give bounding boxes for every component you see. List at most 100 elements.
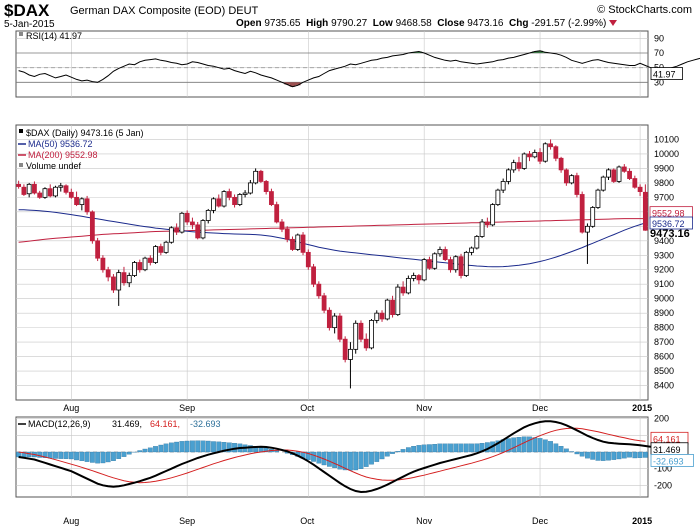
- candle-body: [200, 220, 206, 239]
- stockcharts-logo[interactable]: © StockCharts.com: [597, 4, 692, 16]
- hist-value-label-box: [650, 454, 694, 467]
- price-panel: [15, 124, 649, 401]
- macd-hist-bar: [595, 451, 601, 461]
- macd-hist-bar: [442, 443, 448, 453]
- legend-swatch: [19, 129, 23, 133]
- hist-value-label: -32.693: [653, 456, 684, 466]
- candle-body: [74, 196, 79, 206]
- macd-hist-bar: [506, 438, 511, 453]
- candle-body: [532, 152, 538, 158]
- candle-body: [232, 196, 237, 206]
- candle-body: [363, 338, 369, 349]
- candle-body: [311, 266, 316, 285]
- candle-body: [458, 256, 464, 276]
- macd-hist-bar: [200, 440, 206, 453]
- candle-body: [500, 181, 506, 191]
- candle-body: [563, 169, 569, 184]
- macd-hist-bar: [190, 440, 195, 453]
- candle-body: [300, 234, 306, 253]
- price-y-tick: 9200: [654, 265, 674, 275]
- candle-body: [553, 146, 559, 159]
- price-legend: $DAX (Daily) 9473.16 (5 Jan): [26, 128, 144, 138]
- low-value: 9468.58: [395, 18, 432, 29]
- macd-hist-bar: [79, 451, 85, 461]
- candle-body: [116, 272, 122, 291]
- candle-body: [26, 183, 32, 195]
- x-tick-label: Sep: [179, 516, 195, 526]
- rsi-value-label: 41.97: [653, 70, 676, 80]
- ma200-line: [18, 218, 646, 243]
- x-tick-label: Oct: [300, 403, 315, 413]
- macd-hist-bar: [247, 445, 253, 453]
- candle-body: [321, 295, 327, 311]
- macd-hist-bar: [89, 451, 95, 463]
- candle-body: [89, 211, 95, 242]
- candle-body: [247, 182, 253, 194]
- price-y-tick: 9100: [654, 279, 674, 289]
- candle-body: [263, 181, 269, 192]
- macd-hist-bar: [195, 440, 201, 453]
- candle-body: [226, 191, 232, 198]
- candle-body: [542, 143, 548, 162]
- signal-legend-value: 64.161,: [150, 419, 180, 429]
- macd-hist-bar: [390, 451, 395, 454]
- macd-hist-bar: [63, 451, 69, 459]
- down-arrow-icon: [609, 20, 618, 27]
- macd-legend: MACD(12,26,9): [28, 419, 91, 429]
- macd-hist-bar: [416, 445, 422, 453]
- candle-body: [284, 228, 290, 240]
- candle-body: [211, 198, 216, 211]
- candle-body: [37, 192, 43, 198]
- macd-hist-bar: [463, 443, 469, 453]
- macd-hist-bar: [453, 443, 459, 453]
- macd-hist-bar: [84, 451, 90, 462]
- macd-hist-bar: [68, 451, 74, 460]
- macd-hist-bar: [537, 438, 543, 453]
- candle-body: [527, 153, 532, 158]
- macd-hist-bar: [332, 451, 338, 468]
- candle-body: [58, 185, 64, 188]
- macd-hist-bar: [337, 451, 343, 470]
- price-y-tick: 9800: [654, 178, 674, 188]
- macd-hist-bar: [458, 443, 464, 453]
- ma200-value-label: 9552.98: [652, 209, 685, 219]
- macd-hist-bar: [574, 451, 580, 455]
- close-label: Close: [437, 18, 465, 29]
- candle-body: [47, 188, 53, 197]
- candle-body: [521, 153, 527, 169]
- candle-body: [163, 241, 169, 253]
- macd-hist-bar: [53, 451, 58, 459]
- quote-line: Open 9735.65 High 9790.27 Low 9468.58 Cl…: [236, 18, 618, 29]
- candle-body: [221, 191, 227, 207]
- macd-hist-bar: [511, 437, 517, 453]
- signal-line: [18, 427, 646, 484]
- ma50-value-label: 9536.72: [652, 219, 685, 229]
- date: 5-Jan-2015: [4, 19, 55, 30]
- candle-body: [395, 286, 401, 316]
- macd-hist-bar: [137, 450, 143, 453]
- macd-hist-bar: [47, 451, 53, 459]
- candle-body: [326, 309, 332, 329]
- candle-body: [600, 176, 606, 191]
- macd-hist-bar: [147, 447, 153, 453]
- macd-hist-bar: [521, 436, 527, 453]
- x-tick-label: Nov: [416, 516, 433, 526]
- x-tick-label: Dec: [532, 516, 549, 526]
- macd-panel: [15, 416, 649, 498]
- macd-hist-bar: [168, 442, 174, 453]
- candle-body: [421, 259, 427, 281]
- macd-hist-bar: [532, 437, 538, 453]
- x-tick-label: Oct: [300, 516, 315, 526]
- candle-body: [379, 312, 385, 320]
- macd-value-label: 31.469: [653, 445, 681, 455]
- candle-body: [237, 194, 243, 206]
- candle-body: [21, 186, 27, 195]
- candle-body: [111, 276, 116, 291]
- candle-body: [316, 283, 322, 297]
- candle-body: [579, 194, 585, 233]
- macd-hist-bar: [621, 451, 627, 459]
- candle-body: [95, 240, 101, 259]
- macd-hist-bar: [358, 451, 364, 469]
- candle-body: [253, 170, 259, 184]
